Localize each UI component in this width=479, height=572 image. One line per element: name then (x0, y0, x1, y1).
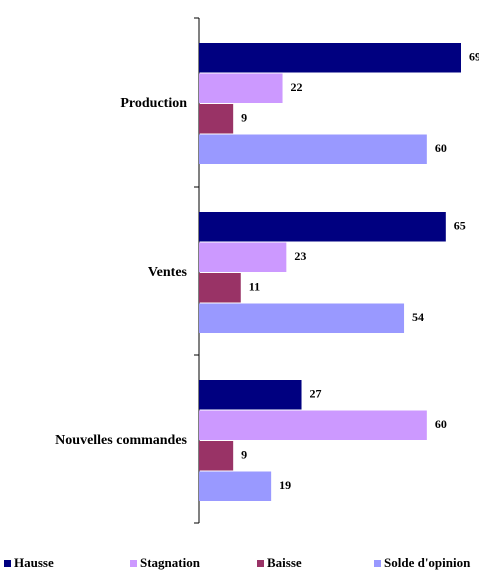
legend-item: Hausse (4, 555, 54, 571)
bar (199, 273, 241, 303)
axis-layer (194, 17, 200, 524)
legend-label: Hausse (14, 555, 54, 570)
data-label: 27 (310, 387, 322, 401)
bar (199, 212, 446, 242)
legend-swatch (130, 559, 137, 567)
bar (199, 104, 234, 134)
legend-label: Solde d'opinion (384, 555, 471, 570)
legend-swatch (4, 559, 11, 567)
legend-label: Stagnation (140, 555, 200, 570)
data-label: 9 (241, 111, 247, 125)
bar (199, 43, 461, 73)
category-label: Ventes (148, 265, 188, 280)
chart: Production 69 22 9 60 Ventes 65 23 11 54 Nouvelles… (55, 17, 479, 524)
data-label: 11 (249, 280, 260, 294)
category-label: Nouvelles commandes (55, 433, 187, 448)
data-label: 54 (412, 310, 424, 324)
data-label: 22 (291, 80, 303, 94)
legend-item: Solde d'opinion (374, 555, 470, 571)
bar (199, 471, 272, 501)
bar (199, 303, 405, 333)
legend-swatch (374, 559, 381, 567)
legend-item: Baisse (257, 555, 302, 571)
data-label: 60 (435, 141, 447, 155)
category-label: Production (120, 96, 187, 111)
bar (199, 134, 427, 164)
data-label: 19 (279, 478, 291, 492)
data-label: 69 (469, 50, 479, 64)
data-label: 9 (241, 448, 247, 462)
bar (199, 73, 283, 103)
legend: Hausse Stagnation Baisse Solde d'opinion (0, 555, 479, 572)
bar (199, 380, 302, 410)
bar (199, 242, 287, 272)
legend-swatch (257, 559, 264, 567)
data-label: 65 (454, 219, 466, 233)
legend-label: Baisse (267, 555, 302, 570)
legend-item: Stagnation (130, 555, 200, 571)
bar (199, 410, 427, 440)
bar (199, 441, 234, 471)
data-label: 60 (435, 417, 447, 431)
bars-layer (199, 43, 461, 501)
data-label: 23 (294, 249, 306, 263)
labels-layer: Production 69 22 9 60 Ventes 65 23 11 54 Nouvelles… (55, 50, 479, 493)
